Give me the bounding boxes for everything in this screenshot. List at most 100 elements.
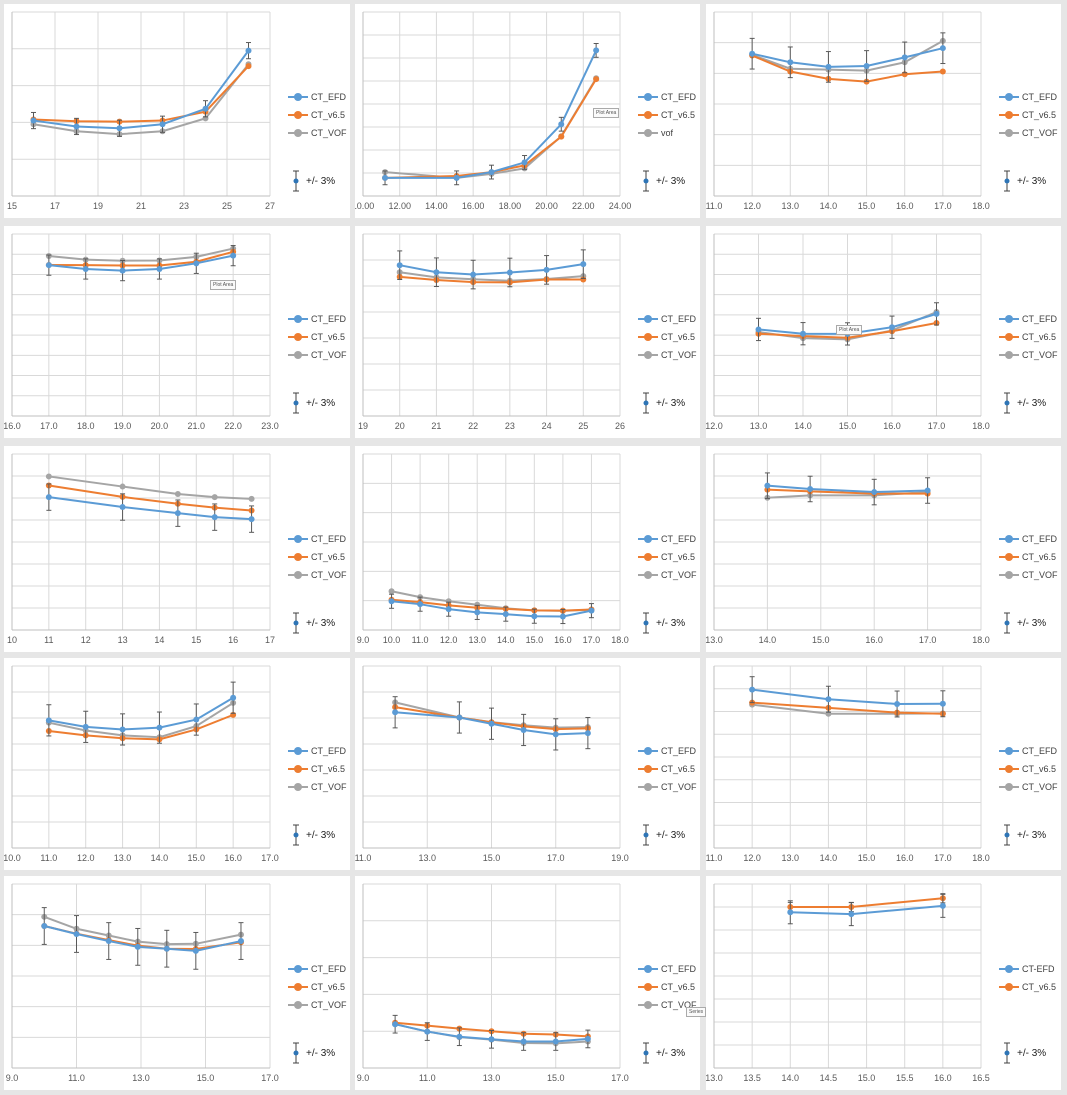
legend[interactable]: CT_EFD CT_v6.5 CT_VOF (288, 742, 347, 796)
data-point[interactable] (45, 494, 52, 501)
legend-item[interactable]: CT_v6.5 (638, 760, 697, 778)
data-point[interactable] (488, 1036, 495, 1043)
legend-item[interactable]: CT_EFD (638, 310, 697, 328)
data-point[interactable] (593, 76, 600, 83)
series-line[interactable] (751, 47, 944, 68)
legend[interactable]: CT_EFD CT_v6.5 CT_VOF (638, 310, 697, 364)
chart-panel[interactable]: 13.0 14.0 15.0 16.0 17.0 18.0 CT_EFD CT_v6.5 CT_… (706, 446, 1061, 652)
data-point[interactable] (488, 169, 495, 176)
data-point[interactable] (388, 598, 395, 605)
data-point[interactable] (787, 909, 794, 916)
data-point[interactable] (755, 326, 762, 333)
legend-item[interactable]: CT_v6.5 (288, 548, 347, 566)
chart-panel[interactable]: 10.00 12.00 14.00 16.00 18.00 20.00 22.00 24.00… (355, 4, 700, 218)
data-point[interactable] (543, 266, 550, 273)
legend[interactable]: CT_EFD CT_v6.5 CT_VOF (999, 88, 1058, 142)
legend-item[interactable]: CT_VOF (999, 124, 1058, 142)
data-point[interactable] (193, 260, 200, 267)
data-point[interactable] (552, 1038, 559, 1045)
series-line[interactable] (395, 711, 588, 736)
series-line[interactable] (767, 484, 928, 494)
data-point[interactable] (45, 262, 52, 269)
series-line[interactable] (48, 475, 252, 500)
data-point[interactable] (871, 489, 878, 496)
data-point[interactable] (41, 923, 48, 930)
data-point[interactable] (939, 68, 946, 75)
chart-panel[interactable]: 16.0 17.0 18.0 19.0 20.0 21.0 22.0 23.0 CT_EFD CT… (4, 226, 350, 438)
data-point[interactable] (82, 723, 89, 730)
chart-panel[interactable]: 10.0 11.0 12.0 13.0 14.0 15.0 16.0 17.0 CT_EFD CT… (4, 658, 350, 870)
data-point[interactable] (237, 938, 244, 945)
data-point[interactable] (474, 609, 481, 616)
data-point[interactable] (245, 47, 252, 54)
series-line[interactable] (391, 600, 592, 618)
legend-item[interactable]: CT_v6.5 (999, 106, 1058, 124)
chart-panel[interactable]: 11.0 13.0 15.0 17.0 19.0 CT_EFD CT_v6.5 CT_VOF +… (355, 658, 700, 870)
data-point[interactable] (159, 121, 166, 128)
data-point[interactable] (163, 945, 170, 952)
data-point[interactable] (116, 125, 123, 132)
data-point[interactable] (445, 598, 452, 605)
series-line[interactable] (48, 713, 234, 741)
data-point[interactable] (558, 133, 565, 140)
data-point[interactable] (396, 262, 403, 269)
data-point[interactable] (134, 943, 141, 950)
series-line[interactable] (384, 77, 597, 179)
legend-item[interactable]: CT_EFD (999, 530, 1058, 548)
data-point[interactable] (192, 947, 199, 954)
legend-item[interactable]: CT_VOF (999, 346, 1058, 364)
data-point[interactable] (787, 59, 794, 66)
data-point[interactable] (453, 174, 460, 181)
series-line[interactable] (48, 247, 234, 262)
chart-panel[interactable]: 12.0 13.0 14.0 15.0 16.0 17.0 18.0 CT_EFD CT_v6.… (706, 226, 1061, 438)
legend-item[interactable]: CT_VOF (288, 778, 347, 796)
legend[interactable]: CT_EFD CT_v6.5 CT_VOF (999, 530, 1058, 584)
data-point[interactable] (894, 700, 901, 707)
data-point[interactable] (245, 63, 252, 70)
series-line[interactable] (48, 702, 234, 739)
legend[interactable]: CT_EFD CT_v6.5 CT_VOF (999, 310, 1058, 364)
series-line[interactable] (391, 598, 592, 612)
legend[interactable]: CT_EFD CT_v6.5 CT_VOF (288, 960, 347, 1014)
series-line[interactable] (399, 275, 584, 284)
legend-item[interactable]: CT-EFD (999, 960, 1056, 978)
data-point[interactable] (433, 269, 440, 276)
data-point[interactable] (825, 63, 832, 70)
series-line[interactable] (751, 54, 943, 83)
legend-item[interactable]: CT_EFD (999, 88, 1058, 106)
legend-item[interactable]: CT_v6.5 (999, 978, 1056, 996)
data-point[interactable] (156, 265, 163, 272)
data-point[interactable] (749, 50, 756, 57)
legend-item[interactable]: CT_EFD (999, 742, 1058, 760)
legend[interactable]: CT-EFD CT_v6.5 (999, 960, 1056, 996)
legend-item[interactable]: CT_VOF (638, 346, 697, 364)
data-point[interactable] (502, 611, 509, 618)
legend-item[interactable]: CT_v6.5 (638, 328, 697, 346)
data-point[interactable] (248, 516, 255, 523)
legend-item[interactable]: CT_VOF (638, 566, 697, 584)
data-point[interactable] (552, 731, 559, 738)
legend-item[interactable]: CT_v6.5 (638, 548, 697, 566)
legend-item[interactable]: CT_VOF (999, 566, 1058, 584)
data-point[interactable] (470, 271, 477, 278)
data-point[interactable] (382, 174, 389, 181)
data-point[interactable] (520, 726, 527, 733)
data-point[interactable] (933, 310, 940, 317)
legend-item[interactable]: CT_v6.5 (999, 760, 1058, 778)
legend-item[interactable]: CT_EFD (288, 742, 347, 760)
data-point[interactable] (73, 123, 80, 130)
data-point[interactable] (202, 105, 209, 112)
legend-item[interactable]: CT_EFD (638, 742, 697, 760)
legend-item[interactable]: CT_EFD (288, 88, 347, 106)
data-point[interactable] (807, 485, 814, 492)
series-line[interactable] (48, 254, 234, 272)
legend-item[interactable]: CT_v6.5 (638, 106, 696, 124)
chart-panel[interactable]: 11.0 12.0 13.0 14.0 15.0 16.0 17.0 18.0 CT_EFD CT… (706, 658, 1061, 870)
series-line[interactable] (752, 701, 943, 715)
legend[interactable]: CT_EFD CT_v6.5 CT_VOF (288, 310, 347, 364)
series-line[interactable] (385, 49, 598, 179)
data-point[interactable] (889, 324, 895, 331)
chart-panel[interactable]: 13.0 13.5 14.0 14.5 15.0 15.5 16.0 16.5 CT-EFD CT… (706, 876, 1061, 1090)
legend-item[interactable]: CT_EFD (638, 530, 697, 548)
data-point[interactable] (593, 47, 600, 54)
